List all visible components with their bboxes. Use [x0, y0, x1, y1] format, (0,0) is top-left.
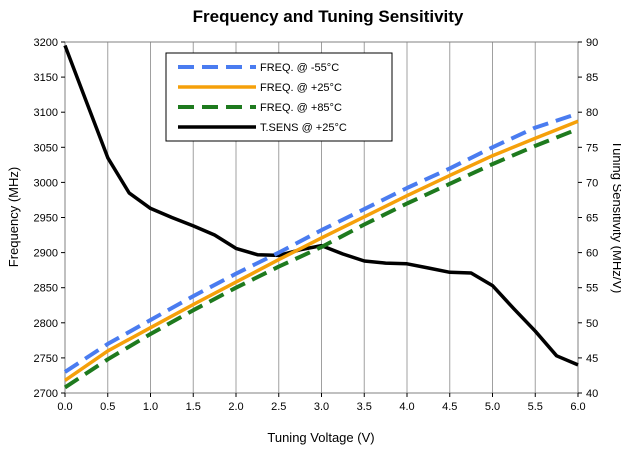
series-line-0: [63, 111, 579, 374]
y-tick-label: 3100: [34, 107, 58, 119]
x-axis-title: Tuning Voltage (V): [267, 430, 374, 445]
y-tick-label: 3150: [34, 72, 58, 84]
y2-tick-label: 70: [586, 177, 598, 189]
y-tick-label: 3000: [34, 177, 58, 189]
y-tick-label: 2800: [34, 318, 58, 330]
legend-label: T.SENS @ +25°C: [260, 122, 347, 134]
x-tick-label: 2.0: [228, 401, 243, 413]
y2-tick-label: 45: [586, 353, 598, 365]
y2-tick-label: 60: [586, 248, 598, 260]
legend-label: FREQ. @ +25°C: [260, 82, 342, 94]
x-tick-label: 3.5: [357, 401, 372, 413]
chart-title: Frequency and Tuning Sensitivity: [193, 7, 464, 26]
legend: FREQ. @ -55°C FREQ. @ +25°C FREQ. @ +85°C T…: [165, 52, 393, 142]
y2-tick-label: 50: [586, 318, 598, 330]
y-tick-label: 2900: [34, 248, 58, 260]
x-tick-label: 5.5: [528, 401, 543, 413]
series-line-2: [63, 127, 579, 390]
x-tick-label: 5.0: [485, 401, 500, 413]
x-tick-label: 0.5: [100, 401, 115, 413]
y-tick-label: 2850: [34, 283, 58, 295]
y-tick-label: 2950: [34, 213, 58, 225]
x-tick-label: 1.0: [143, 401, 158, 413]
y2-axis-title: Tuning Sensitivity (MHz/V): [610, 141, 621, 294]
x-tick-label: 0.0: [57, 401, 72, 413]
y2-tick-label: 55: [586, 283, 598, 295]
y2-tick-label: 80: [586, 107, 598, 119]
y-tick-label: 3050: [34, 142, 58, 154]
axis-ticks: 0.0 0.5 1.0 1.5 2.0 2.5 3.0 3.5 4.0 4.5 5.0 5.5 6.0 2…: [34, 37, 599, 413]
x-tick-label: 4.5: [442, 401, 457, 413]
y2-tick-label: 75: [586, 142, 598, 154]
y2-tick-label: 65: [586, 213, 598, 225]
x-tick-label: 3.0: [314, 401, 329, 413]
y-axis-title: Frequency (MHz): [6, 167, 21, 267]
y2-tick-label: 90: [586, 37, 598, 49]
y-tick-label: 3200: [34, 37, 58, 49]
x-tick-label: 2.5: [271, 401, 286, 413]
series-line-1: [64, 119, 579, 382]
series-lines: [63, 44, 579, 390]
y2-tick-label: 85: [586, 72, 598, 84]
y-tick-label: 2700: [34, 388, 58, 400]
x-tick-label: 6.0: [570, 401, 585, 413]
x-tick-label: 4.0: [399, 401, 414, 413]
legend-label: FREQ. @ +85°C: [260, 102, 342, 114]
y-tick-label: 2750: [34, 353, 58, 365]
x-tick-label: 1.5: [186, 401, 201, 413]
y2-tick-label: 40: [586, 388, 598, 400]
legend-label: FREQ. @ -55°C: [260, 62, 339, 74]
